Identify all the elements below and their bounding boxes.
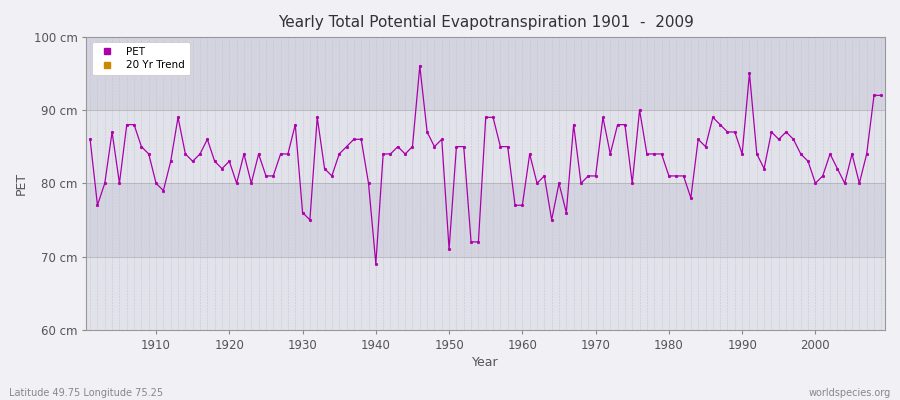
Legend: PET, 20 Yr Trend: PET, 20 Yr Trend xyxy=(92,42,190,76)
Title: Yearly Total Potential Evapotranspiration 1901  -  2009: Yearly Total Potential Evapotranspiratio… xyxy=(278,15,694,30)
Bar xyxy=(86,110,885,183)
Bar xyxy=(86,256,885,330)
Bar xyxy=(86,183,885,256)
Y-axis label: PET: PET xyxy=(15,172,28,195)
Text: worldspecies.org: worldspecies.org xyxy=(809,388,891,398)
Bar xyxy=(86,37,885,110)
X-axis label: Year: Year xyxy=(472,356,499,369)
Text: Latitude 49.75 Longitude 75.25: Latitude 49.75 Longitude 75.25 xyxy=(9,388,163,398)
